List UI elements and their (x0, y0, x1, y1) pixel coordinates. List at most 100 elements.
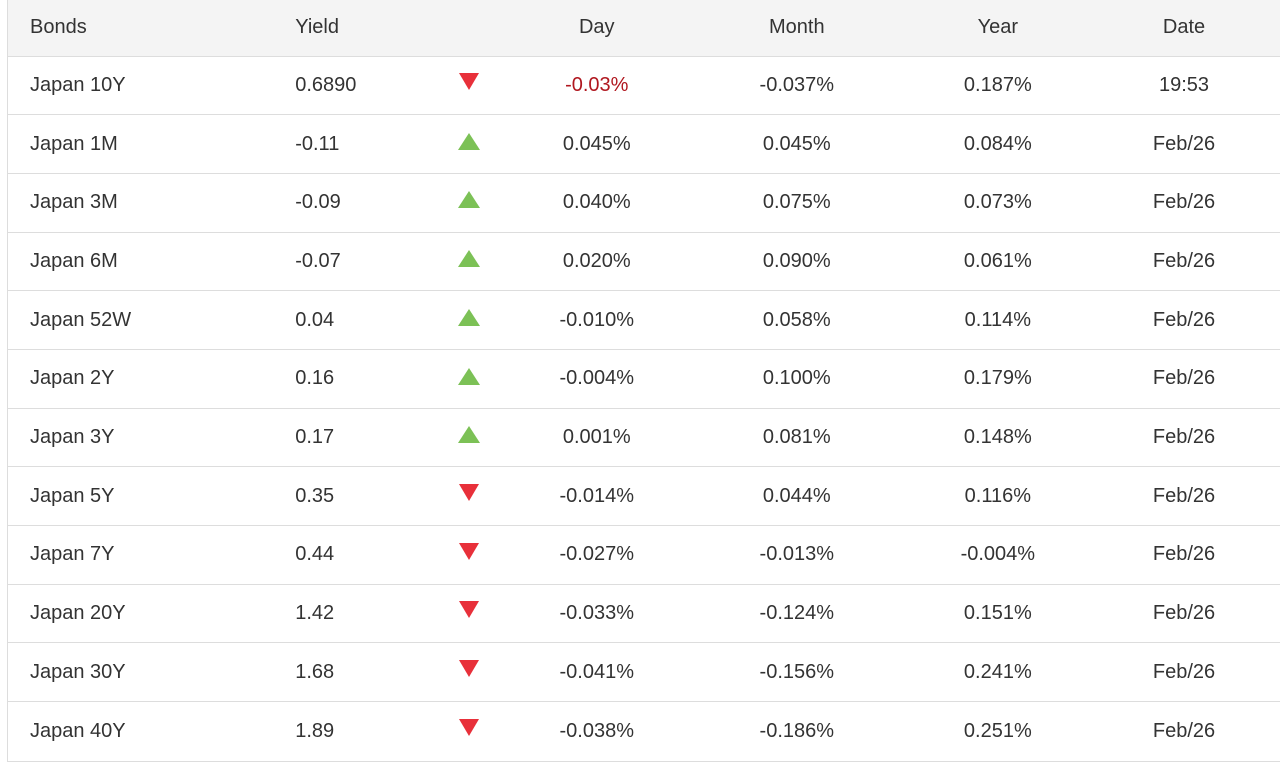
bond-yield: 1.89 (295, 719, 335, 742)
bond-date: Feb/26 (1152, 602, 1216, 625)
bond-yield: -0.07 (295, 249, 341, 272)
bond-yield: 0.04 (295, 308, 335, 331)
table-row[interactable]: Japan 7Y 0.44 -0.027% -0.013% -0.004% Feb/26 (8, 525, 1280, 585)
bond-day-change: -0.041% (559, 660, 635, 683)
bond-name-link[interactable]: Japan 6M (30, 249, 118, 272)
bond-year-change: 0.114% (964, 308, 1032, 331)
table-row[interactable]: Japan 30Y 1.68 -0.041% -0.156% 0.241% Feb/26 (8, 642, 1280, 702)
bond-date: Feb/26 (1152, 132, 1216, 155)
table-row[interactable]: Japan 3Y 0.17 0.001% 0.081% 0.148% Feb/26 (8, 408, 1280, 467)
bond-month-change: 0.075% (762, 191, 831, 214)
bond-name-link[interactable]: Japan 5Y (30, 484, 115, 507)
header-day[interactable]: Day (578, 16, 615, 39)
table-row[interactable]: Japan 40Y 1.89 -0.038% -0.186% 0.251% Feb/26 (8, 701, 1280, 761)
bond-month-change: -0.124% (759, 602, 835, 625)
table-row[interactable]: Japan 10Y 0.6890 -0.03% -0.037% 0.187% 19:53 (8, 56, 1280, 115)
bond-date: Feb/26 (1152, 308, 1216, 331)
bond-month-change: -0.186% (759, 719, 835, 742)
bond-month-change: -0.013% (759, 543, 835, 566)
direction-cell (429, 349, 509, 408)
bond-day-change: 0.040% (562, 191, 631, 214)
bond-date: Feb/26 (1152, 367, 1216, 390)
bond-year-change: 0.116% (964, 484, 1032, 507)
bond-yield: 0.17 (295, 425, 335, 448)
bond-name-link[interactable]: Japan 10Y (30, 73, 126, 96)
bond-name-link[interactable]: Japan 20Y (30, 602, 126, 625)
bond-name-link[interactable]: Japan 2Y (30, 367, 115, 390)
bond-year-change: 0.179% (963, 367, 1032, 390)
bond-year-change: 0.148% (963, 425, 1032, 448)
table-body: Japan 10Y 0.6890 -0.03% -0.037% 0.187% 19:53 J… (8, 56, 1280, 760)
bond-yield: 0.16 (295, 367, 335, 390)
table-row[interactable]: Japan 3M -0.09 0.040% 0.075% 0.073% Feb/26 (8, 173, 1280, 232)
arrow-down-icon (458, 718, 479, 736)
bond-month-change: 0.081% (762, 425, 831, 448)
arrow-up-icon (457, 132, 480, 150)
arrow-up-icon (457, 250, 480, 268)
bond-yield: 0.6890 (295, 73, 357, 96)
bond-year-change: 0.151% (963, 602, 1032, 625)
direction-cell (429, 115, 509, 174)
bond-year-change: 0.061% (963, 249, 1032, 272)
bond-day-change: 0.045% (562, 132, 631, 155)
bond-month-change: -0.156% (759, 660, 835, 683)
bond-yield: 0.44 (295, 543, 335, 566)
bond-month-change: 0.090% (762, 249, 831, 272)
bond-yield: 1.68 (295, 660, 335, 683)
table-row[interactable]: Japan 52W 0.04 -0.010% 0.058% 0.114% Feb/26 (8, 290, 1280, 350)
direction-cell (429, 173, 509, 232)
bond-date: Feb/26 (1152, 543, 1216, 566)
bond-year-change: 0.251% (963, 719, 1032, 742)
header-row: Bonds Yield Day Month Year Date (8, 0, 1280, 56)
bond-date: Feb/26 (1152, 191, 1216, 214)
direction-cell (429, 408, 509, 467)
bond-name-link[interactable]: Japan 30Y (30, 660, 126, 683)
arrow-down-icon (458, 601, 479, 619)
bond-day-change: 0.001% (562, 425, 631, 448)
bond-year-change: -0.004% (960, 543, 1036, 566)
bond-name-link[interactable]: Japan 52W (30, 308, 132, 331)
table-row[interactable]: Japan 1M -0.11 0.045% 0.045% 0.084% Feb/26 (8, 114, 1280, 174)
bond-name-link[interactable]: Japan 3Y (30, 425, 115, 448)
direction-cell (429, 584, 509, 643)
header-month[interactable]: Month (768, 16, 825, 39)
bond-yield: -0.11 (295, 132, 340, 155)
header-yield[interactable]: Yield (295, 16, 339, 39)
header-year[interactable]: Year (977, 16, 1019, 39)
bond-date: Feb/26 (1152, 484, 1216, 507)
bond-month-change: -0.037% (759, 73, 835, 96)
bond-year-change: 0.073% (963, 191, 1032, 214)
bond-yield: -0.09 (295, 191, 341, 214)
arrow-down-icon (458, 483, 479, 501)
arrow-up-icon (457, 426, 480, 444)
bond-month-change: 0.044% (762, 484, 831, 507)
bond-date: Feb/26 (1152, 425, 1216, 448)
bond-month-change: 0.100% (762, 367, 831, 390)
bonds-table: Bonds Yield Day Month Year Date Japan 10… (8, 0, 1280, 760)
bond-day-change: -0.027% (559, 543, 635, 566)
direction-cell (429, 56, 509, 115)
bond-date: 19:53 (1159, 73, 1210, 96)
bond-day-change: -0.010% (559, 308, 635, 331)
header-bonds[interactable]: Bonds (30, 16, 87, 39)
table-header: Bonds Yield Day Month Year Date (8, 0, 1280, 56)
arrow-up-icon (457, 367, 480, 385)
bond-name-link[interactable]: Japan 3M (30, 191, 118, 214)
arrow-down-icon (458, 659, 479, 677)
bond-name-link[interactable]: Japan 7Y (30, 543, 115, 566)
direction-cell (429, 232, 509, 291)
arrow-up-icon (457, 308, 480, 326)
header-date[interactable]: Date (1162, 16, 1206, 39)
direction-cell (429, 643, 509, 702)
table-row[interactable]: Japan 20Y 1.42 -0.033% -0.124% 0.151% Feb/26 (8, 584, 1280, 643)
bond-name-link[interactable]: Japan 1M (30, 132, 118, 155)
bond-day-change: -0.014% (559, 484, 635, 507)
bond-name-link[interactable]: Japan 40Y (30, 719, 126, 742)
bond-date: Feb/26 (1152, 249, 1216, 272)
table-row[interactable]: Japan 2Y 0.16 -0.004% 0.100% 0.179% Feb/26 (8, 349, 1280, 408)
table-row[interactable]: Japan 5Y 0.35 -0.014% 0.044% 0.116% Feb/26 (8, 466, 1280, 526)
header-direction (429, 0, 509, 56)
table-row[interactable]: Japan 6M -0.07 0.020% 0.090% 0.061% Feb/26 (8, 232, 1280, 291)
direction-cell (429, 702, 509, 761)
arrow-down-icon (458, 73, 479, 91)
